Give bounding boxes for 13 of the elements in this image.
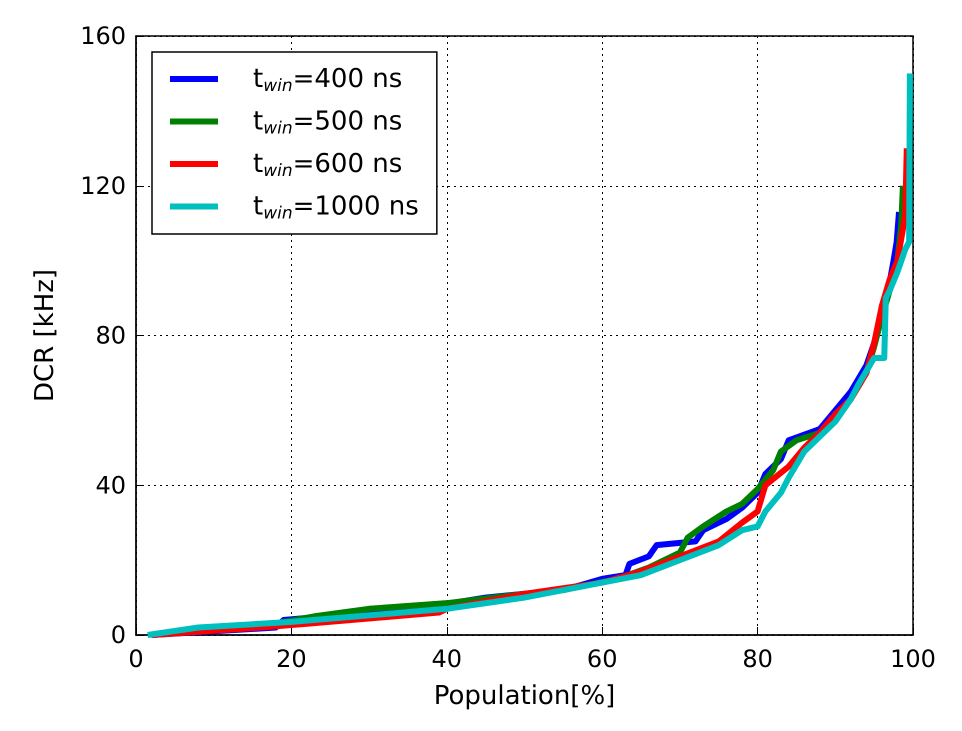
y-tick-label: 120: [80, 172, 126, 200]
y-tick-label: 160: [80, 22, 126, 50]
y-axis-title: DCR [kHz]: [30, 268, 60, 402]
x-tick-label: 80: [742, 645, 773, 673]
y-tick-label: 0: [110, 621, 126, 649]
x-axis-title: Population[%]: [434, 681, 616, 711]
x-tick-label: 20: [276, 645, 307, 673]
x-tick-label: 60: [586, 645, 618, 673]
y-tick-label: 40: [95, 471, 126, 500]
y-tick-label: 80: [95, 322, 126, 350]
x-tick-label: 0: [128, 645, 144, 673]
x-tick-label: 40: [432, 645, 462, 673]
x-tick-label: 100: [890, 645, 936, 673]
